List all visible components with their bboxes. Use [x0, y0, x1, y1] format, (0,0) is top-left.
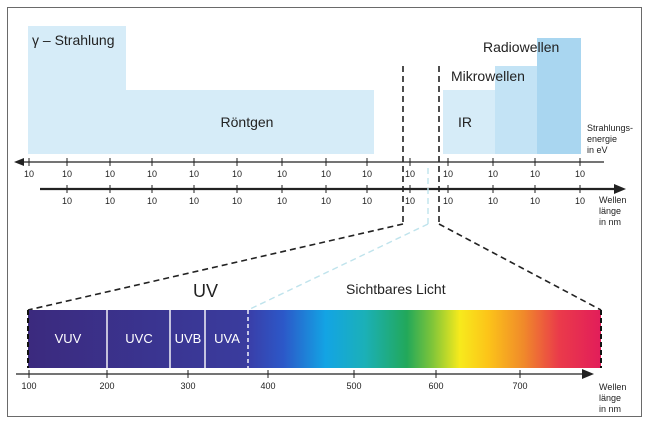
diagram-frame [7, 7, 642, 417]
microwave-label: Mikrowellen [451, 68, 525, 84]
nm-tick-label: 400 [260, 381, 275, 391]
radiowave-region [537, 38, 581, 154]
wavelength-axis-ticks: 10 10 10 10 10 10 10 10 10 10 10 10 10 [62, 185, 585, 206]
energy-tick-label: 10 [105, 169, 115, 179]
wavelength-axis-label: Wellen länge in nm [599, 195, 629, 227]
energy-tick-label: 10 [530, 169, 540, 179]
energy-tick-label: 10 [575, 169, 585, 179]
energy-tick-label: 10 [277, 169, 287, 179]
visible-light-guides [247, 168, 429, 311]
energy-tick-label: 10 [362, 169, 372, 179]
nm-axis-ticks: 100 200 300 400 500 600 700 [21, 370, 528, 391]
nm-tick-label: 600 [428, 381, 443, 391]
wavelength-tick-label: 10 [321, 196, 331, 206]
wavelength-tick-label: 10 [405, 196, 415, 206]
uv-band-bar [28, 310, 248, 368]
wavelength-tick-label: 10 [443, 196, 453, 206]
xray-region [126, 90, 374, 154]
energy-tick-label: 10 [62, 169, 72, 179]
visible-light-title: Sichtbares Licht [346, 281, 446, 297]
energy-tick-label: 10 [24, 169, 34, 179]
ir-label: IR [458, 114, 472, 130]
wavelength-tick-label: 10 [575, 196, 585, 206]
radiowave-label: Radiowellen [483, 39, 559, 55]
energy-tick-label: 10 [189, 169, 199, 179]
energy-tick-label: 10 [405, 169, 415, 179]
wavelength-tick-label: 10 [62, 196, 72, 206]
gamma-label: γ – Strahlung [32, 32, 115, 48]
energy-tick-label: 10 [443, 169, 453, 179]
band-uvb: UVB [175, 331, 202, 346]
wavelength-tick-label: 10 [530, 196, 540, 206]
uv-title: UV [193, 281, 218, 301]
visible-spectrum-bar [248, 310, 601, 368]
nm-tick-label: 500 [346, 381, 361, 391]
nm-tick-label: 200 [99, 381, 114, 391]
wavelength-tick-label: 10 [147, 196, 157, 206]
xray-label: Röntgen [221, 114, 274, 130]
energy-axis-label: Strahlungs- energie in eV [587, 123, 636, 155]
band-uvc: UVC [125, 331, 152, 346]
energy-tick-label: 10 [232, 169, 242, 179]
band-uva: UVA [214, 331, 240, 346]
energy-axis-ticks: 10 10 10 10 10 10 10 10 10 10 10 10 10 10 [24, 158, 585, 179]
wavelength-tick-label: 10 [488, 196, 498, 206]
energy-axis [14, 158, 604, 166]
energy-tick-label: 10 [321, 169, 331, 179]
energy-tick-label: 10 [147, 169, 157, 179]
wavelength-tick-label: 10 [277, 196, 287, 206]
zoom-guides [27, 66, 602, 311]
nm-tick-label: 700 [512, 381, 527, 391]
wavelength-tick-label: 10 [105, 196, 115, 206]
nm-axis [16, 369, 594, 379]
uv-band-dividers [106, 310, 206, 368]
nm-tick-label: 100 [21, 381, 36, 391]
nm-axis-label: Wellen länge in nm [599, 382, 629, 414]
wavelength-tick-label: 10 [362, 196, 372, 206]
nm-tick-label: 300 [180, 381, 195, 391]
band-vuv: VUV [55, 331, 82, 346]
energy-tick-label: 10 [488, 169, 498, 179]
wavelength-tick-label: 10 [232, 196, 242, 206]
wavelength-tick-label: 10 [189, 196, 199, 206]
wavelength-axis [40, 184, 626, 194]
gamma-region [28, 26, 126, 154]
